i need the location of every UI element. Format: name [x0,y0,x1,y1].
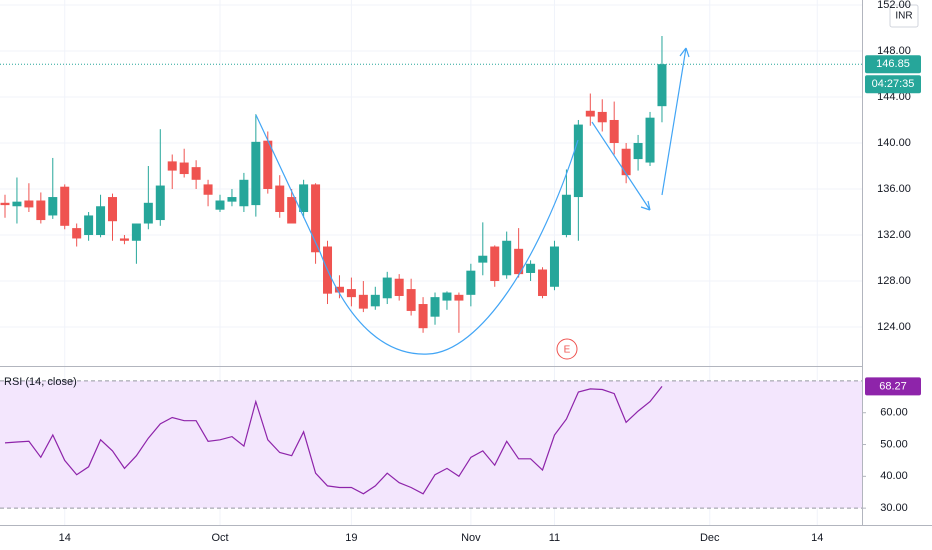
candle-body [454,294,464,301]
rsi-legend: RSI (14, close) [4,376,77,388]
candle-body [573,124,583,198]
candle-body [60,186,70,226]
candle-body [514,248,524,275]
candle-body [143,202,153,224]
candle-body [119,238,129,241]
candle-body [394,278,404,296]
candle-body [36,200,46,221]
candle-body [287,197,297,224]
candle-body [215,200,225,210]
last-price-box [865,55,921,74]
candle-body [48,197,58,216]
x-tick-label: Nov [461,532,481,544]
rsi-band [0,380,862,509]
candle-body [466,270,476,295]
candle-body [203,184,213,195]
x-tick-label: Oct [211,532,228,544]
candle-body [96,206,106,236]
candle-body [549,246,559,287]
candle-body [191,167,201,180]
candle-body [406,289,416,311]
y-tick-label: 148.00 [877,45,911,57]
candle-body [621,148,631,176]
candle-body [502,240,512,276]
x-tick-label: 14 [59,532,71,544]
x-tick-label: 11 [549,532,560,544]
event-marker-label: E [564,345,571,356]
y-tick-label: 40.00 [880,470,908,482]
candle-body [382,277,392,299]
candle-body [478,255,488,263]
candle-body [108,197,118,222]
candle-body [633,142,643,160]
candle-body [239,179,249,207]
candle-body [299,184,309,213]
countdown-label: 04:27:35 [872,78,915,90]
candle-body [84,215,94,236]
y-tick-label: 128.00 [877,275,911,287]
arrow-drawing [661,47,690,196]
candle-body [334,286,344,293]
x-tick-label: 14 [811,532,823,544]
candle-body [251,141,261,206]
candle-body [155,185,165,221]
marks [0,36,862,495]
countdown-box [865,75,921,94]
rsi-value-label: 68.27 [879,380,907,392]
candle-body [657,64,667,107]
candle-body [490,246,500,282]
candle-body [645,117,655,163]
drawings [255,47,690,355]
candle-body [609,119,619,143]
candle-body [442,292,452,301]
y-tick-label: 136.00 [877,183,911,195]
y-tick-label: 60.00 [880,407,908,419]
y-tick-label: 132.00 [877,229,911,241]
candle-body [263,140,273,189]
candle-body [418,304,428,329]
background [0,0,862,525]
y-tick-label: 50.00 [880,438,908,450]
candle-body [72,228,82,239]
candle-body [585,110,595,117]
candle-body [346,289,356,298]
rsi-value-box [865,377,921,396]
candle-body [179,162,189,175]
candle-body [597,111,607,123]
candle-body [12,201,22,207]
x-tick-label: Dec [700,532,720,544]
event-marker[interactable] [556,338,578,360]
candle-body [311,184,321,253]
cup-drawing [255,114,579,355]
rsi-line [4,386,663,495]
candle-body [24,200,34,208]
candle-body [370,294,380,307]
y-tick-label: 124.00 [877,321,911,333]
currency-label: INR [895,11,912,22]
x-tick-label: 19 [345,532,357,544]
candle-body [227,197,237,202]
candle-body [538,269,548,296]
candle-body [526,263,536,273]
last-price-label: 146.85 [876,58,910,70]
y-tick-label: 144.00 [877,91,911,103]
y-tick-label: 152.00 [877,0,911,11]
axes: 14 Oct 19 Nov 11 Dec 14 124.00 128.00 132.00 136.0… [59,0,921,544]
y-tick-label: 30.00 [880,502,908,514]
candle-body [167,161,177,171]
y-tick-label: 140.00 [877,137,911,149]
candle-body [275,185,285,213]
candle-body [561,194,571,236]
candle-body [358,294,368,309]
candle-body [131,223,141,241]
candle-body [0,202,10,206]
candle-body [430,297,440,317]
arrow-drawing [591,121,651,211]
currency-box[interactable] [889,4,919,28]
